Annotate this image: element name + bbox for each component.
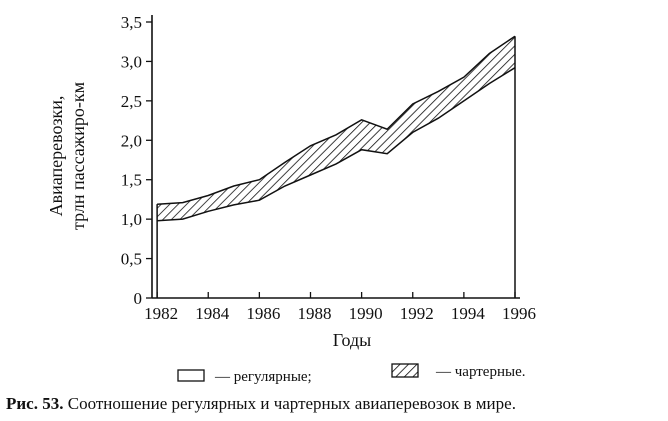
y-tick-label: 0,5 [121,250,142,269]
x-tick-label: 1986 [246,304,280,323]
legend-label-regular: — регулярные; [214,369,312,385]
legend-label-charter: — чартерные. [435,364,525,380]
y-ticks: 0 0,5 1,0 1,5 2,0 2,5 3,0 3,5 [121,13,152,308]
y-tick-label: 1,0 [121,210,142,229]
x-tick-label: 1992 [400,304,434,323]
x-axis-title: Годы [333,330,372,350]
legend: — регулярные; — чартерные. [177,363,525,385]
x-tick-label: 1984 [195,304,230,323]
y-tick-label: 3,0 [121,52,142,71]
figure-number: Рис. 53. [6,394,64,413]
plot-area [156,35,516,298]
x-tick-label: 1988 [297,304,331,323]
y-tick-label: 1,5 [121,171,142,190]
y-tick-label: 2,0 [121,131,142,150]
y-tick-label: 2,5 [121,92,142,111]
series-regular-line [157,67,516,222]
series-charter-band [157,36,515,221]
y-axis-title-line2: трлн пассажиро-км [68,82,88,230]
legend-swatch-regular [177,369,205,382]
series-total-line [157,35,516,205]
y-tick-label: 3,5 [121,13,142,32]
x-ticks: 1982 1984 1986 1988 1990 1992 1994 1996 [144,292,536,323]
x-tick-label: 1990 [349,304,383,323]
x-tick-label: 1982 [144,304,178,323]
y-tick-label: 0 [134,289,143,308]
legend-swatch-charter [391,363,419,378]
caption-text: Соотношение регулярных и чартерных авиап… [63,394,516,413]
figure-caption: Рис. 53. Соотношение регулярных и чартер… [6,394,666,414]
y-axis-title-line1: Авиаперевозки, [46,96,66,217]
x-tick-label: 1994 [451,304,486,323]
x-tick-label: 1996 [502,304,536,323]
chart-canvas: 00,51,01,52,02,53,03,5 1982 1984 1986 1988 1… [46,13,536,385]
